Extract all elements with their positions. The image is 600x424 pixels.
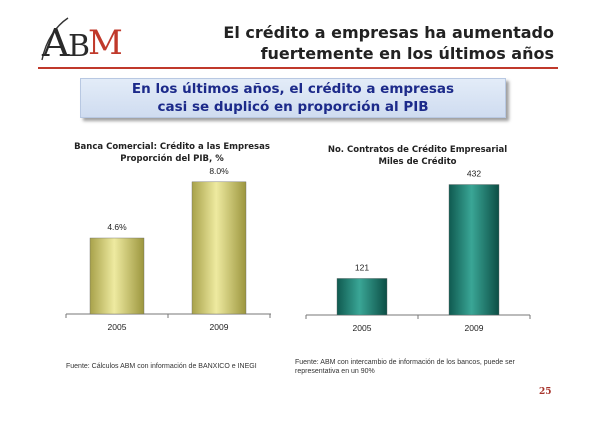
page-number: 25 <box>539 387 552 397</box>
right-chart-source: Fuente: ABM con intercambio de informaci… <box>295 359 515 375</box>
page-title: El crédito a empresas ha aumentado fuert… <box>223 22 554 64</box>
abm-logo-graphic: A B M <box>41 17 123 65</box>
svg-text:B: B <box>68 29 90 64</box>
left-bar-2009 <box>191 181 247 315</box>
right-chart-title-line-2: Miles de Crédito <box>378 157 457 167</box>
right-value-label-2005: 121 <box>355 262 369 272</box>
right-bar-2005 <box>336 278 388 316</box>
right-chart-title: No. Contratos de Crédito Empresarial Mil… <box>315 144 520 168</box>
left-value-label-2009: 8.0% <box>209 166 229 176</box>
right-category-label-2005: 2005 <box>353 323 372 333</box>
left-chart-source: Fuente: Cálculos ABM con información de … <box>66 363 257 370</box>
page-title-line-1: El crédito a empresas ha aumentado <box>223 23 554 42</box>
callout-line-2: casi se duplicó en proporción al PIB <box>157 99 429 115</box>
left-chart-title-line-1: Banca Comercial: Crédito a las Empresas <box>74 142 270 152</box>
left-bar-2005 <box>89 237 145 315</box>
right-bar-2009 <box>448 184 500 316</box>
svg-text:A: A <box>41 21 70 65</box>
left-category-label-2005: 2005 <box>108 322 127 332</box>
summary-callout: En los últimos años, el crédito a empres… <box>80 78 506 118</box>
right-chart-title-line-1: No. Contratos de Crédito Empresarial <box>327 145 508 155</box>
right-category-label-2009: 2009 <box>465 323 484 333</box>
svg-text:M: M <box>88 23 123 63</box>
page-title-line-2: fuertemente en los últimos años <box>260 44 554 63</box>
left-chart-title: Banca Comercial: Crédito a las Empresas … <box>72 141 272 165</box>
left-value-label-2005: 4.6% <box>107 222 127 232</box>
title-divider <box>38 67 558 69</box>
right-value-label-2009: 432 <box>467 169 481 179</box>
callout-line-1: En los últimos años, el crédito a empres… <box>131 81 455 97</box>
left-category-label-2009: 2009 <box>210 322 229 332</box>
abm-logo: A B M <box>38 10 128 66</box>
left-chart-title-line-2: Proporción del PIB, % <box>120 154 224 164</box>
